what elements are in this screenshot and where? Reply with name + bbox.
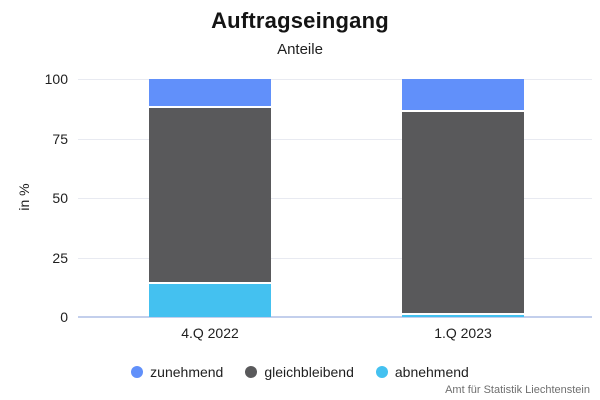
x-axis-label-2: 1.Q 2023 — [434, 325, 492, 341]
y-axis-title: in % — [16, 183, 32, 211]
y-tick-label-75: 75 — [52, 130, 68, 147]
y-tick-label-50: 50 — [52, 190, 68, 206]
bar-segment-zunehmend — [149, 79, 271, 108]
x-axis-baseline — [78, 316, 592, 318]
gridline-50 — [78, 198, 592, 199]
legend-swatch-icon — [245, 366, 258, 378]
legend-item-abnehmend[interactable]: abnehmend — [375, 364, 469, 380]
x-axis-label-1: 4.Q 2022 — [181, 325, 239, 341]
plot-area: 0 25 50 75 100 4.Q 2022 1.Q 2023 — [45, 72, 592, 341]
bar-segment-abnehmend — [402, 314, 524, 317]
y-tick-label-0: 0 — [60, 309, 68, 325]
legend-item-zunehmend[interactable]: zunehmend — [131, 364, 223, 380]
legend-swatch-icon — [375, 366, 388, 378]
bar-segment-abnehmend — [149, 283, 271, 317]
legend-item-gleichbleibend[interactable]: gleichbleibend — [245, 364, 354, 380]
bar-segment-gleichbleibend — [402, 112, 524, 315]
bar-1.q-2023 — [402, 79, 524, 317]
legend-swatch-icon — [131, 366, 144, 378]
gridline-25 — [78, 257, 592, 259]
chart-title: Auftragseingang — [211, 8, 389, 33]
y-tick-label-25: 25 — [52, 249, 68, 266]
legend-label: zunehmend — [150, 364, 224, 380]
chart-subtitle: Anteile — [277, 41, 323, 58]
legend: zunehmend gleichbleibend abnehmend — [0, 362, 600, 382]
legend-label: gleichbleibend — [264, 364, 354, 380]
source-credit: Amt für Statistik Liechtenstein — [445, 384, 590, 396]
legend-label: abnehmend — [394, 364, 469, 380]
bar-segment-gleichbleibend — [149, 107, 271, 284]
gridline-75 — [78, 138, 592, 140]
gridline-100 — [78, 79, 592, 80]
bar-segment-zunehmend — [402, 79, 524, 113]
y-tick-label-100: 100 — [44, 71, 68, 87]
bar-4.q-2022 — [149, 79, 271, 317]
